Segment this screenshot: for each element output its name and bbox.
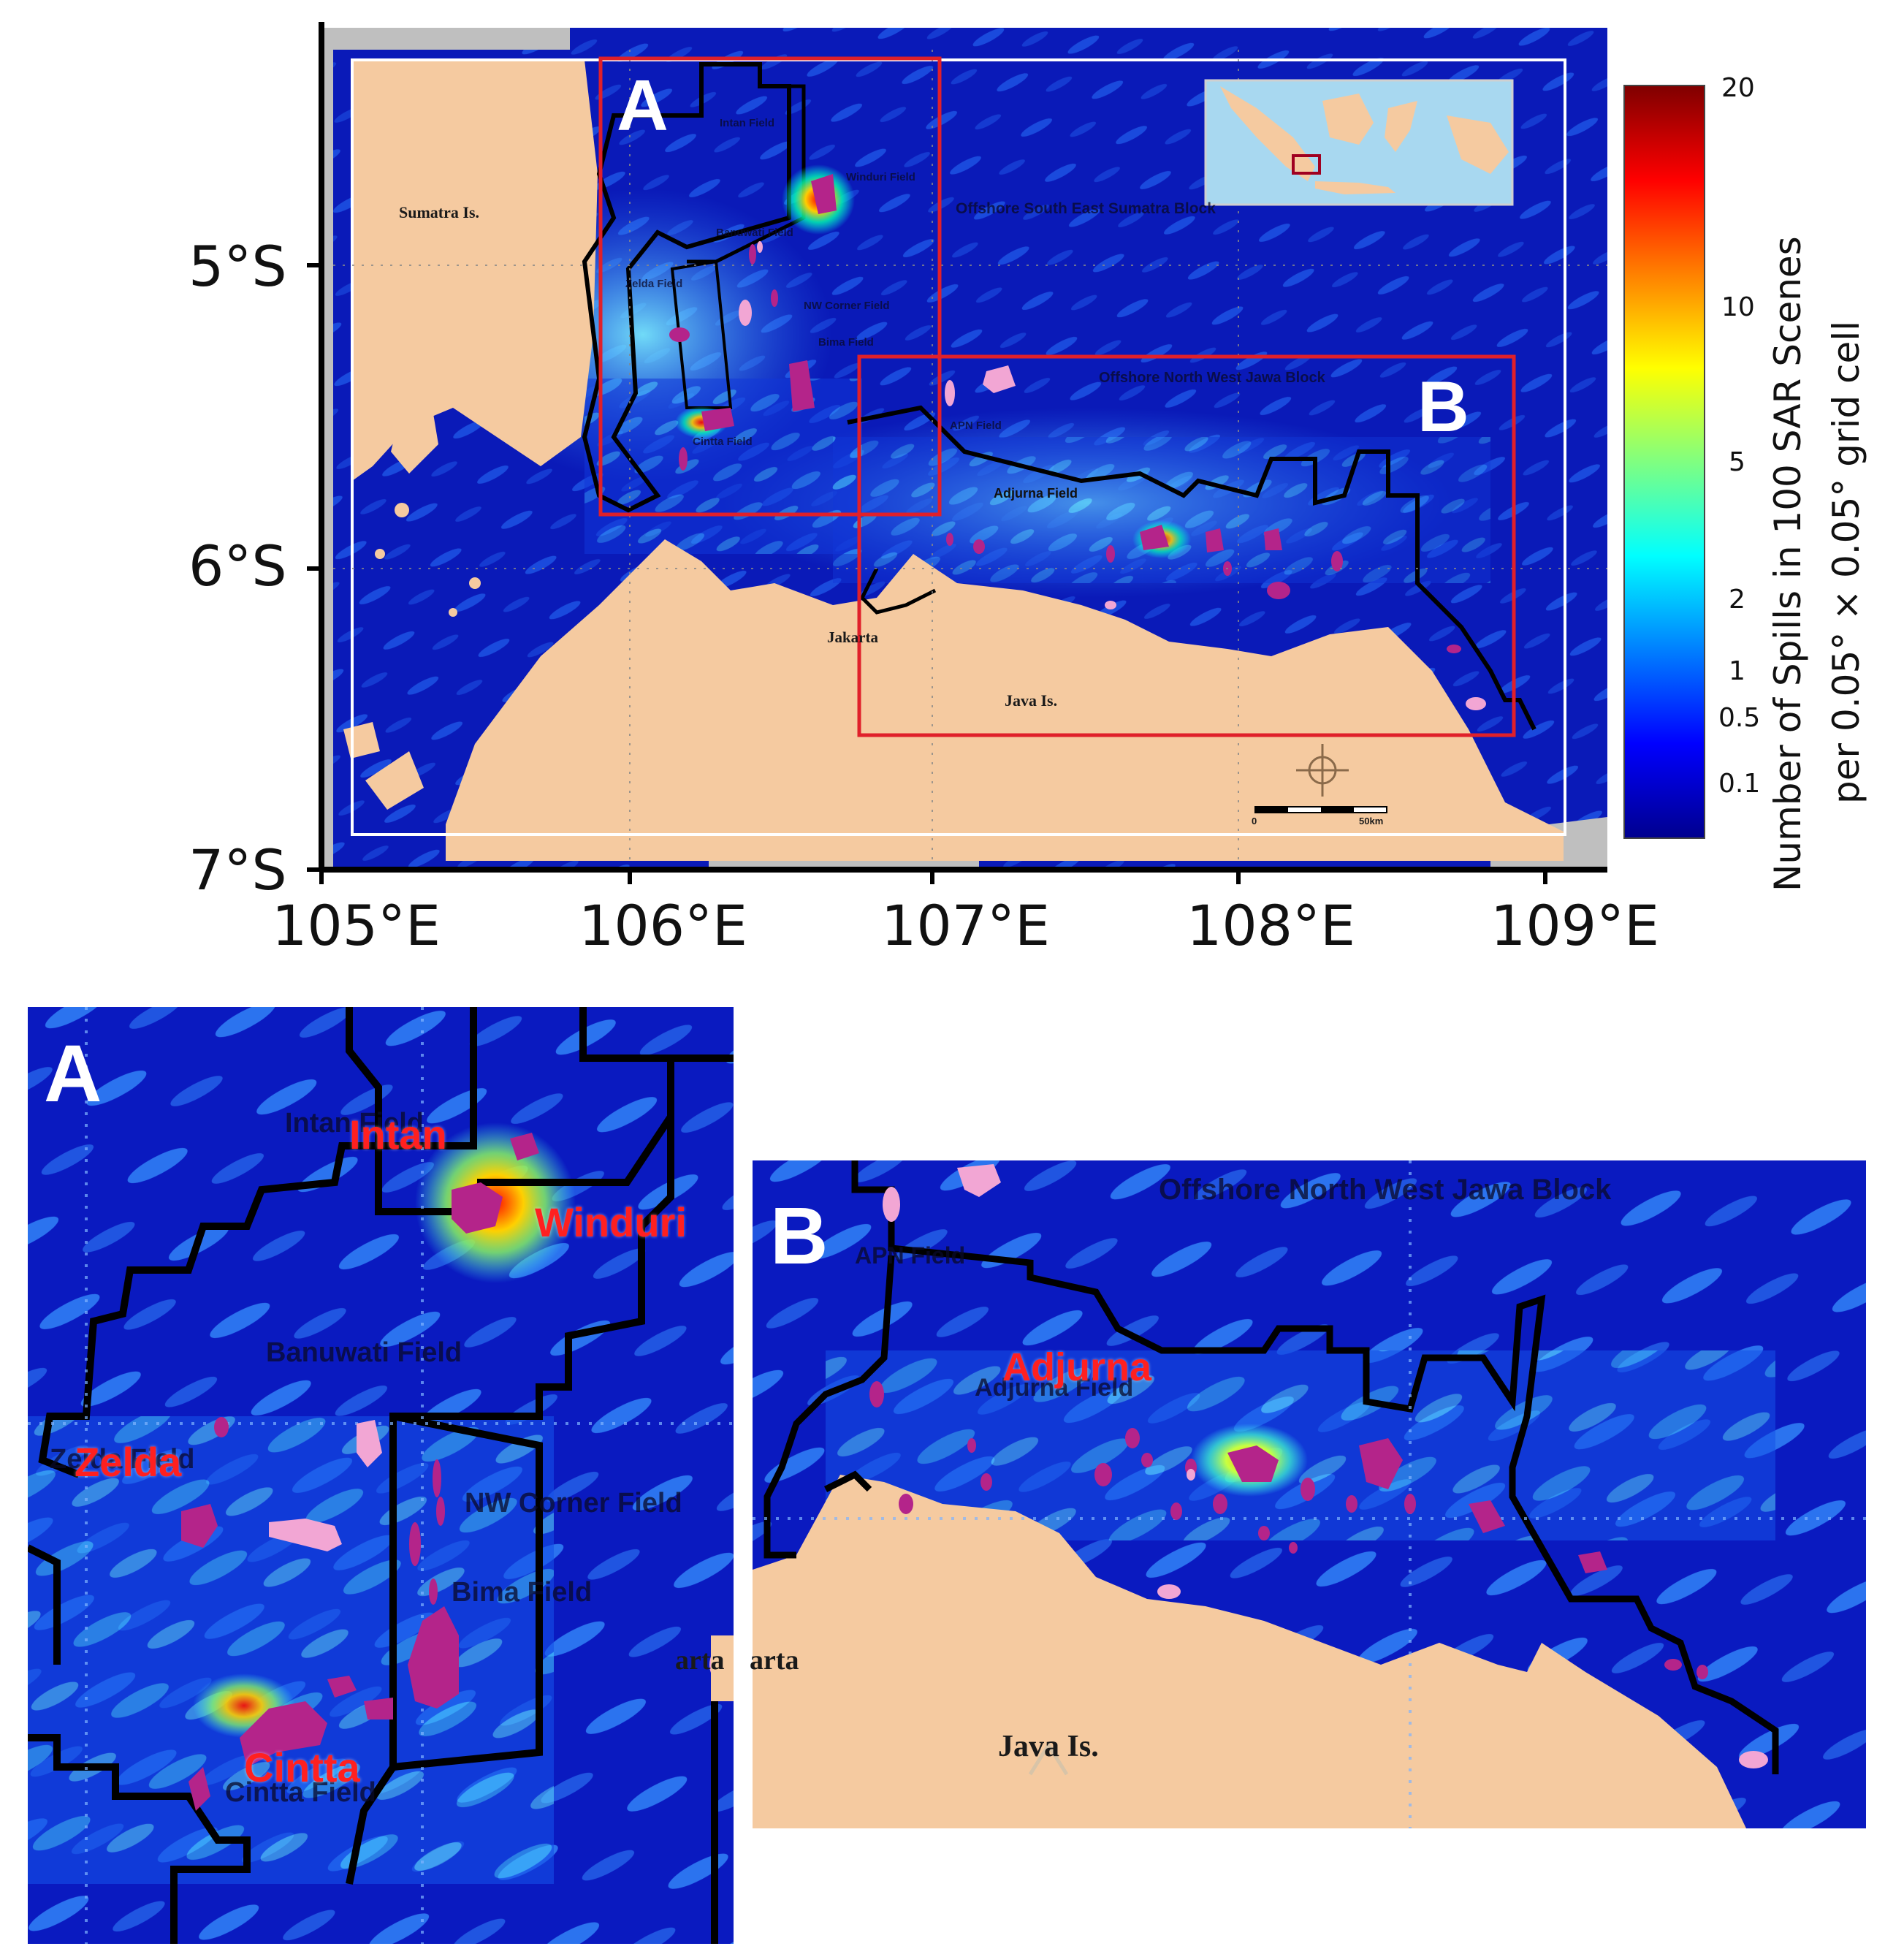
panel-b-highlight-adjurna: Adjurna	[1002, 1345, 1152, 1389]
panel-b-svg	[753, 1160, 1866, 1828]
panel-b-block-label: Offshore North West Jawa Block	[1159, 1174, 1612, 1206]
panel-a-block-outlines	[28, 1007, 734, 1944]
panel-b-spill-patches	[869, 1381, 1708, 1679]
panel-b-java-land	[753, 1475, 1746, 1828]
scale-bar-end: 50km	[1359, 816, 1384, 826]
panel-a-highlight-intan: Intan	[349, 1112, 447, 1158]
box-a	[598, 56, 942, 517]
panel-a-bima-field: Bima Field	[452, 1577, 593, 1608]
spill-patches-light	[739, 241, 1486, 710]
colorbar-tick-0-5: 0.5	[1718, 703, 1761, 733]
label-jakarta: Jakarta	[827, 628, 878, 646]
label-bima-field-small: Bima Field	[818, 336, 874, 349]
panel-a-cintta-field: Cintta Field	[225, 1777, 376, 1808]
inset-locator-map	[1204, 79, 1514, 206]
label-apn-field-small: APN Field	[950, 419, 1002, 432]
label-offshore-sumatra: Offshore South East Sumatra Block	[956, 200, 1216, 217]
colorbar	[1623, 85, 1705, 839]
label-winduri-field-small: Winduri Field	[846, 171, 915, 183]
label-nw-corner-field-small: NW Corner Field	[804, 300, 890, 312]
panel-b-block-outline	[763, 1160, 1779, 1774]
panel-a: A Intan Field Banuwati Field Zelda Field…	[28, 1007, 734, 1944]
panel-b-jakarta-partial: arta	[750, 1645, 799, 1676]
lat-tick-7s: 7°S	[189, 837, 287, 902]
panel-a-letter: A	[44, 1029, 102, 1119]
main-map-svg	[321, 28, 1607, 868]
label-offshore-java: Offshore North West Jawa Block	[1099, 370, 1325, 386]
lat-tick-6s: 6°S	[189, 533, 287, 598]
colorbar-tick-5: 5	[1729, 447, 1745, 477]
panel-b-apn-field: APN Field	[855, 1242, 966, 1269]
main-map: Sumatra Is. Jakarta Java Is. Adjurna Fie…	[321, 28, 1607, 868]
label-zelda-field-small: Zelda Field	[625, 278, 683, 290]
colorbar-tick-10: 10	[1721, 292, 1755, 322]
panel-b-letter: B	[770, 1191, 829, 1281]
label-sumatra: Sumatra Is.	[399, 203, 480, 221]
compass-symbol	[1296, 744, 1349, 797]
lon-tick-108e: 108°E	[1187, 893, 1356, 958]
panel-a-highlight-cintta: Cintta	[244, 1744, 360, 1790]
colorbar-tick-1: 1	[1729, 656, 1745, 686]
colorbar-title-line1: Number of Spills in 100 SAR Scenes	[1767, 236, 1809, 892]
lat-tick-5s: 5°S	[189, 234, 287, 299]
panel-a-nw-corner-field: NW Corner Field	[465, 1488, 682, 1519]
graticule	[333, 50, 1607, 868]
java-land	[446, 539, 1564, 861]
panel-a-zelda-field: Zelda Field	[50, 1444, 195, 1475]
label-adjurna-field: Adjurna Field	[994, 486, 1078, 501]
label-intan-field-small: Intan Field	[720, 117, 774, 129]
lon-tick-109e: 109°E	[1490, 893, 1660, 958]
colorbar-tick-0-1: 0.1	[1718, 769, 1761, 799]
panel-b-java-label: Java Is.	[998, 1730, 1099, 1763]
colorbar-tick-2: 2	[1729, 585, 1745, 615]
scale-bar-start: 0	[1252, 816, 1257, 826]
label-cintta-field-small: Cintta Field	[693, 436, 753, 448]
panel-b-adjurna-field: Adjurna Field	[975, 1374, 1134, 1402]
spill-patches	[669, 174, 1461, 653]
colorbar-tick-20: 20	[1721, 73, 1755, 103]
panel-a-spill-patches	[181, 1133, 539, 1811]
sumatra-land	[352, 60, 598, 481]
lon-tick-105e: 105°E	[272, 893, 441, 958]
lon-tick-107e: 107°E	[881, 893, 1051, 958]
panel-a-jakarta-partial: arta	[675, 1645, 725, 1676]
colorbar-title-line2: per 0.05° × 0.05° grid cell	[1825, 320, 1867, 804]
lon-tick-106e: 106°E	[579, 893, 748, 958]
label-banuwati-field-small: Banuwati Field	[716, 227, 793, 239]
colorbar-gradient	[1623, 85, 1705, 839]
box-b-letter: B	[1417, 366, 1469, 446]
panel-b-spill-patches-light	[883, 1164, 1768, 1768]
panel-a-banuwati-field: Banuwati Field	[266, 1337, 462, 1368]
panel-a-svg	[28, 1007, 734, 1944]
panel-a-intan-field: Intan Field	[285, 1108, 424, 1139]
box-b	[857, 354, 1516, 737]
scale-bar	[1254, 806, 1387, 813]
panel-b: Offshore North West Jawa Block B APN Fie…	[750, 1160, 1866, 1828]
label-java: Java Is.	[1005, 691, 1058, 710]
panel-a-highlight-winduri: Winduri	[535, 1199, 687, 1245]
axis-frame	[307, 22, 1607, 884]
box-a-letter: A	[617, 65, 669, 145]
panel-a-highlight-zelda: Zelda	[75, 1439, 182, 1485]
